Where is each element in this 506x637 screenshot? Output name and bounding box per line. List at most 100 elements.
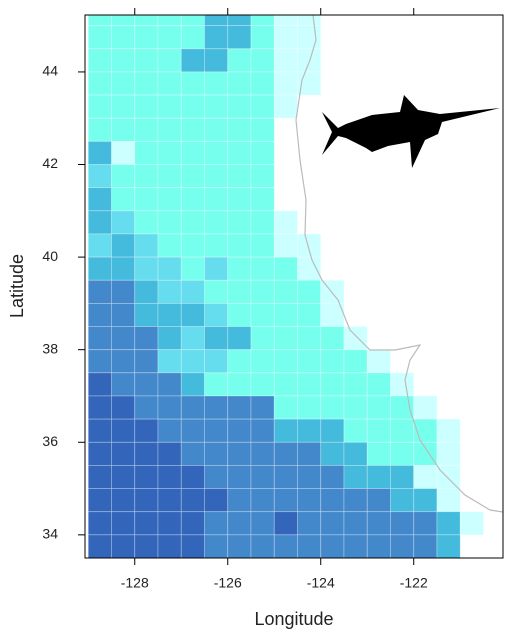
cell [88,396,111,419]
cell [251,26,274,49]
cell [228,280,251,303]
cell [88,141,111,164]
cell [297,512,320,535]
cell [344,419,367,442]
cell [251,419,274,442]
heatmap [88,3,483,558]
cell [321,350,344,373]
cell [251,327,274,350]
cell [367,350,390,373]
cell [88,257,111,280]
cell [135,234,158,257]
cell [274,512,297,535]
cell [297,442,320,465]
cell [367,373,390,396]
cell [112,442,135,465]
cell [414,512,437,535]
cell [228,234,251,257]
cell [135,257,158,280]
cell [274,489,297,512]
cell [251,535,274,558]
cell [274,72,297,95]
cell [181,465,204,488]
cell [228,303,251,326]
cell [297,327,320,350]
cell [112,465,135,488]
cell [204,512,227,535]
cell [135,141,158,164]
cell [321,373,344,396]
cell [135,303,158,326]
cell [88,188,111,211]
cell [135,26,158,49]
cell [181,3,204,26]
cell [135,350,158,373]
cell [135,188,158,211]
cell [274,26,297,49]
cell [112,489,135,512]
cell [414,489,437,512]
cell [88,280,111,303]
cell [228,26,251,49]
cell [274,303,297,326]
cell [251,118,274,141]
cell [228,188,251,211]
cell [251,303,274,326]
cell [88,327,111,350]
cell [158,442,181,465]
cell [181,234,204,257]
cell [88,72,111,95]
cell [321,327,344,350]
cell [135,3,158,26]
cell [414,396,437,419]
cell [297,396,320,419]
cell [344,535,367,558]
cell [204,327,227,350]
cell [204,535,227,558]
cell [112,396,135,419]
cell [228,165,251,188]
cell [251,72,274,95]
cell [274,3,297,26]
cell [251,489,274,512]
cell [297,280,320,303]
cell [158,350,181,373]
cell [181,489,204,512]
cell [204,95,227,118]
cell [88,211,111,234]
y-tick-label: 44 [42,63,58,79]
cell [344,512,367,535]
cell [297,26,320,49]
cell [158,489,181,512]
cell [390,419,413,442]
cell [181,95,204,118]
cell [158,396,181,419]
cell [251,465,274,488]
cell [181,535,204,558]
cell [88,350,111,373]
y-tick-label: 34 [42,526,58,542]
cell [158,3,181,26]
cell [181,419,204,442]
x-axis-label: Longitude [254,609,333,629]
cell [204,396,227,419]
cell [112,26,135,49]
cell [158,303,181,326]
cell [135,373,158,396]
cell [251,3,274,26]
cell [112,373,135,396]
cell [344,350,367,373]
cell [274,535,297,558]
cell [135,465,158,488]
cell [204,118,227,141]
cell [321,396,344,419]
cell [251,280,274,303]
cell [204,465,227,488]
cell [321,535,344,558]
cell [204,3,227,26]
cell [135,49,158,72]
cell [437,419,460,442]
cell [135,419,158,442]
cell [158,419,181,442]
cell [112,257,135,280]
